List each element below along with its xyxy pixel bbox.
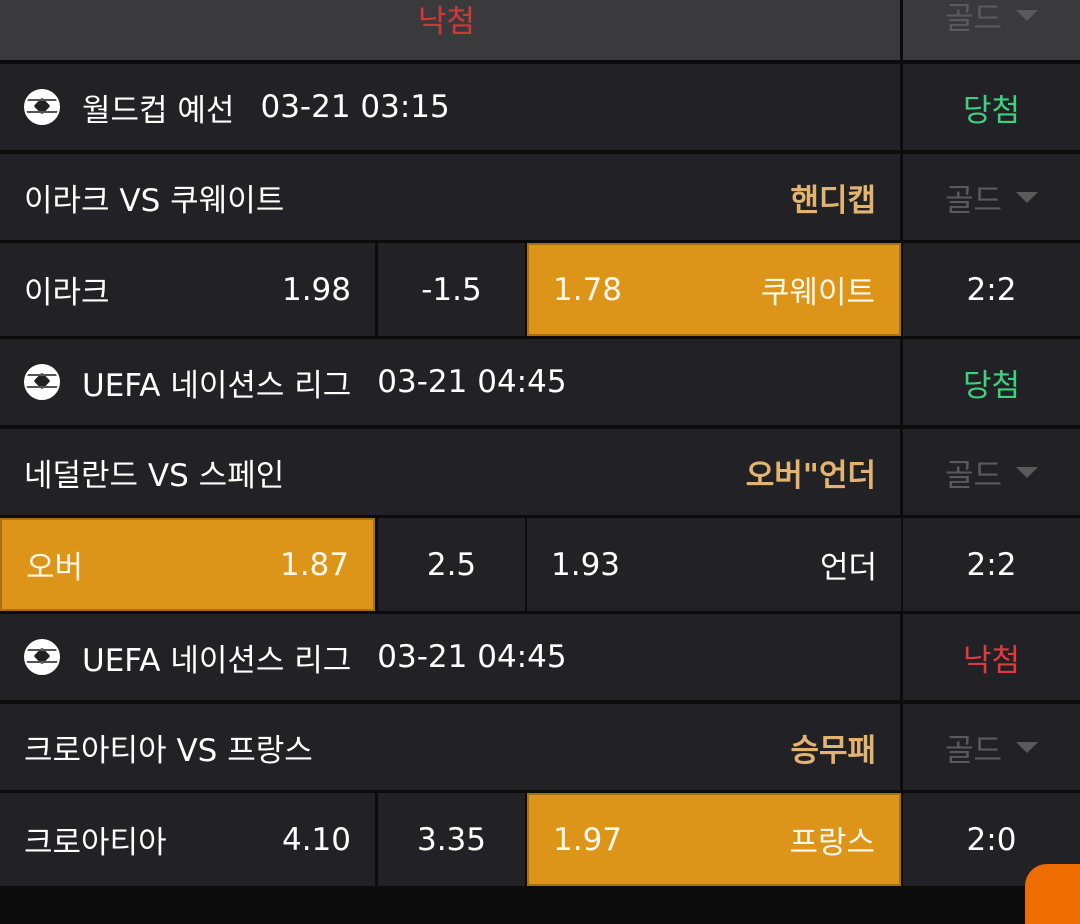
match-header: UEFA 네이션스 리그 03-21 04:45 낙첨 (0, 614, 1080, 700)
away-odds: 1.78 (553, 271, 623, 308)
chevron-down-icon (1016, 741, 1039, 753)
match-teams: 이라크 VS 쿠웨이트 (24, 182, 285, 219)
bet-result: 낙첨 (962, 642, 1021, 679)
grade-label: 골드 (944, 457, 1003, 494)
home-label: 이라크 (24, 275, 110, 311)
grade-label: 골드 (944, 182, 1003, 219)
chevron-down-icon (1016, 9, 1039, 21)
line-option[interactable]: 3.35 (378, 793, 525, 886)
grade-label: 골드 (944, 0, 1003, 37)
odds-row: 크로아티아 4.10 3.35 1.97 프랑스 2:0 (0, 793, 1080, 886)
grade-dropdown[interactable]: 골드 (944, 0, 1039, 38)
match-header: UEFA 네이션스 리그 03-21 04:45 당첨 (0, 339, 1080, 425)
line-option[interactable]: 2.5 (378, 518, 525, 611)
soccer-ball-icon (24, 89, 60, 125)
bet-type: 오버"언더 (745, 457, 876, 494)
match-datetime: 03-21 04:45 (377, 639, 567, 675)
league-name: UEFA 네이션스 리그 (82, 642, 352, 679)
floating-action-button[interactable] (1025, 864, 1080, 924)
match-header: 월드컵 예선 03-21 03:15 당첨 (0, 64, 1080, 150)
match-teams: 크로아티아 VS 프랑스 (24, 732, 313, 769)
bet-type: 승무패 (790, 732, 876, 769)
score: 2:2 (966, 271, 1017, 308)
odds-row: 오버 1.87 2.5 1.93 언더 2:2 (0, 518, 1080, 611)
away-odds-option[interactable]: 1.97 프랑스 (527, 793, 901, 886)
score: 2:2 (966, 546, 1017, 583)
soccer-ball-icon (24, 639, 60, 675)
home-odds-option[interactable]: 이라크 1.98 (0, 243, 375, 336)
score: 2:0 (966, 821, 1017, 858)
match-datetime: 03-21 04:45 (377, 364, 567, 400)
match-datetime: 03-21 03:15 (260, 89, 450, 125)
home-odds-option[interactable]: 오버 1.87 (0, 518, 375, 611)
home-odds: 1.87 (279, 546, 349, 583)
line-value: 3.35 (416, 821, 487, 858)
away-odds-option[interactable]: 1.93 언더 (527, 518, 901, 611)
match-teams-row: 네덜란드 VS 스페인 오버"언더 골드 (0, 429, 1080, 515)
home-label: 오버 (26, 550, 84, 586)
grade-dropdown[interactable]: 골드 (944, 175, 1039, 220)
league-name: UEFA 네이션스 리그 (82, 367, 352, 404)
away-label: 언더 (819, 550, 877, 586)
bet-type: 핸디캡 (790, 182, 876, 219)
line-value: 2.5 (426, 546, 477, 583)
odds-row: 이라크 1.98 -1.5 1.78 쿠웨이트 2:2 (0, 243, 1080, 336)
chevron-down-icon (1016, 191, 1039, 203)
chevron-down-icon (1016, 466, 1039, 478)
home-odds-option[interactable]: 크로아티아 4.10 (0, 793, 375, 886)
grade-label: 골드 (944, 732, 1003, 769)
match-teams-row: 이라크 VS 쿠웨이트 핸디캡 골드 (0, 154, 1080, 240)
match-teams: 네덜란드 VS 스페인 (24, 457, 285, 494)
line-value: -1.5 (421, 271, 482, 308)
soccer-ball-icon (24, 364, 60, 400)
bet-result: 당첨 (962, 92, 1021, 129)
grade-dropdown[interactable]: 골드 (944, 725, 1039, 770)
line-option[interactable]: -1.5 (378, 243, 525, 336)
home-label: 크로아티아 (24, 825, 167, 861)
league-name: 월드컵 예선 (82, 92, 235, 129)
away-odds-option[interactable]: 1.78 쿠웨이트 (527, 243, 901, 336)
away-label: 프랑스 (789, 825, 875, 861)
away-label: 쿠웨이트 (760, 275, 875, 311)
result-lose: 낙첨 (418, 4, 476, 40)
previous-bet-footer: 낙첨 골드 (0, 0, 1080, 60)
bet-result: 당첨 (962, 367, 1021, 404)
home-odds: 4.10 (281, 821, 351, 858)
grade-dropdown[interactable]: 골드 (944, 450, 1039, 495)
match-teams-row: 크로아티아 VS 프랑스 승무패 골드 (0, 704, 1080, 790)
away-odds: 1.93 (551, 546, 621, 583)
home-odds: 1.98 (281, 271, 351, 308)
away-odds: 1.97 (553, 821, 623, 858)
